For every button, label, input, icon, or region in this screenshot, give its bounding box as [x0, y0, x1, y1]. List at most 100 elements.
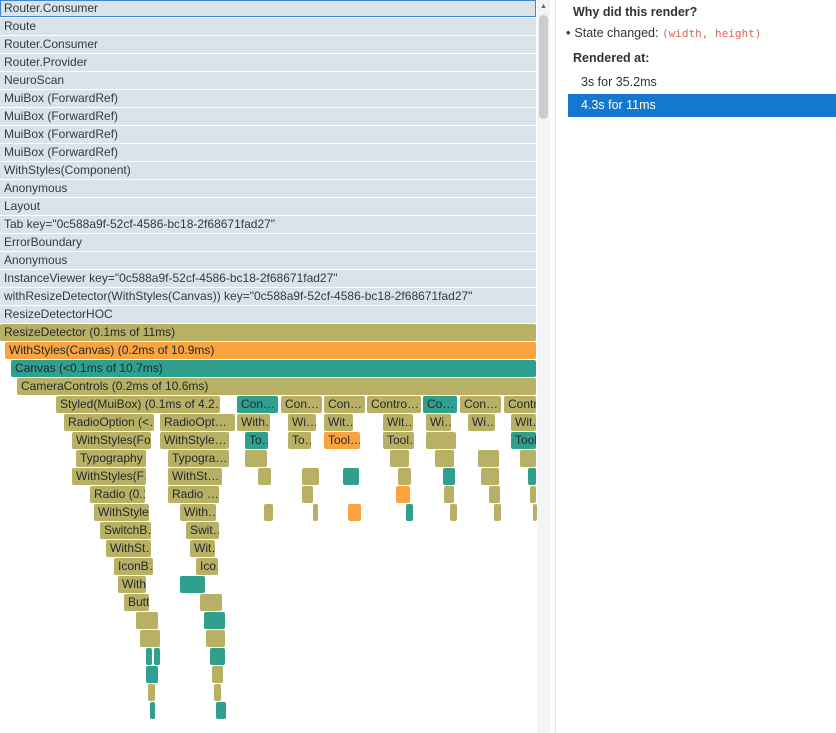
flame-bar[interactable] [216, 702, 226, 719]
flame-bar[interactable] [140, 630, 160, 647]
flame-bar[interactable] [450, 504, 457, 521]
flame-bar[interactable]: With… [237, 414, 270, 431]
flame-bar[interactable] [348, 504, 361, 521]
flame-bar[interactable] [302, 486, 313, 503]
flame-bar[interactable] [210, 648, 225, 665]
flame-bar[interactable] [204, 612, 225, 629]
flame-bar[interactable]: Router.Consumer [0, 0, 536, 17]
flame-bar[interactable]: Typogra… [168, 450, 229, 467]
flame-bar[interactable]: Anonymous [0, 252, 536, 269]
flame-bar[interactable]: RadioOption (<… [64, 414, 154, 431]
flame-bar[interactable]: IconB… [114, 558, 153, 575]
flame-bar[interactable]: Co… [423, 396, 457, 413]
flame-bar[interactable]: WithStyles(Canvas) (0.2ms of 10.9ms) [5, 342, 536, 359]
flame-bar[interactable]: CameraControls (0.2ms of 10.6ms) [17, 378, 536, 395]
flame-bar[interactable] [426, 432, 456, 449]
commit-item[interactable]: 4.3s for 11ms [568, 94, 836, 117]
flame-bar[interactable]: WithStyle… [160, 432, 229, 449]
flame-bar[interactable]: Tool… [511, 432, 536, 449]
flame-bar[interactable] [390, 450, 409, 467]
flame-bar[interactable] [478, 450, 499, 467]
flame-bar[interactable]: Router.Consumer [0, 36, 536, 53]
flame-bar[interactable] [520, 450, 536, 467]
flame-bar[interactable]: Con… [237, 396, 278, 413]
flame-bar[interactable] [146, 666, 158, 683]
flame-bar[interactable]: Radio (0.1… [90, 486, 145, 503]
flame-bar[interactable]: Con… [324, 396, 365, 413]
flame-bar[interactable]: MuiBox (ForwardRef) [0, 126, 536, 143]
flame-bar[interactable]: Tab key="0c588a9f-52cf-4586-bc18-2f68671… [0, 216, 536, 233]
flame-bar[interactable] [494, 504, 501, 521]
flame-bar[interactable] [443, 468, 455, 485]
flame-bar[interactable] [530, 486, 536, 503]
flame-bar[interactable]: withResizeDetector(WithStyles(Canvas)) k… [0, 288, 536, 305]
flame-bar[interactable] [146, 648, 152, 665]
flame-bar[interactable]: Wi… [426, 414, 451, 431]
flame-bar[interactable]: MuiBox (ForwardRef) [0, 144, 536, 161]
flame-bar[interactable]: Wit… [190, 540, 215, 557]
flame-bar[interactable]: WithStyles(F… [72, 468, 146, 485]
flame-bar[interactable]: Layout [0, 198, 536, 215]
flame-bar[interactable] [313, 504, 318, 521]
flame-bar[interactable]: Typography (… [76, 450, 146, 467]
flame-bar[interactable]: WithStyles(For… [72, 432, 151, 449]
flame-bar[interactable]: Contr… [504, 396, 536, 413]
flame-bar[interactable]: Wit… [324, 414, 353, 431]
flame-bar[interactable] [406, 504, 413, 521]
flame-bar[interactable]: With… [118, 576, 146, 593]
flame-bar[interactable]: WithSt… [168, 468, 222, 485]
flame-bar[interactable] [148, 684, 155, 701]
flame-bar[interactable] [136, 612, 158, 629]
scrollbar-thumb[interactable] [539, 15, 548, 119]
flame-bar[interactable] [180, 576, 205, 593]
flame-bar[interactable]: Canvas (<0.1ms of 10.7ms) [11, 360, 536, 377]
flame-bar[interactable]: Wit… [511, 414, 536, 431]
flame-bar[interactable]: Wi… [288, 414, 316, 431]
flame-bar[interactable] [444, 486, 454, 503]
flame-bar[interactable] [398, 468, 411, 485]
flame-bar[interactable] [212, 666, 223, 683]
flame-bar[interactable]: WithStyles(Component) [0, 162, 536, 179]
flame-bar[interactable]: Router.Provider [0, 54, 536, 71]
flame-bar[interactable]: Tool… [324, 432, 360, 449]
vertical-scrollbar[interactable]: ▲ [537, 0, 550, 733]
flame-bar[interactable] [258, 468, 271, 485]
flame-bar[interactable]: MuiBox (ForwardRef) [0, 90, 536, 107]
flame-bar[interactable]: NeuroScan [0, 72, 536, 89]
flame-bar[interactable]: SwitchB… [100, 522, 151, 539]
flame-bar[interactable]: Con… [281, 396, 322, 413]
flame-bar[interactable] [396, 486, 410, 503]
flame-bar[interactable] [214, 684, 221, 701]
flame-bar[interactable]: ErrorBoundary [0, 234, 536, 251]
flame-bar[interactable]: RadioOpt… [160, 414, 235, 431]
flame-bar[interactable]: Route [0, 18, 536, 35]
flame-bar[interactable]: Radio … [168, 486, 219, 503]
flame-bar[interactable]: Con… [460, 396, 501, 413]
flame-bar[interactable]: With… [180, 504, 216, 521]
flame-bar[interactable]: MuiBox (ForwardRef) [0, 108, 536, 125]
flame-bar[interactable] [302, 468, 319, 485]
flame-bar[interactable] [481, 468, 499, 485]
flame-bar[interactable]: WithSt… [106, 540, 151, 557]
flame-bar[interactable]: WithStyle… [94, 504, 149, 521]
scroll-up-icon[interactable]: ▲ [540, 3, 547, 10]
flame-bar[interactable]: Wi… [468, 414, 495, 431]
flame-bar[interactable] [264, 504, 273, 521]
flame-bar[interactable]: Contro… [367, 396, 421, 413]
flame-bar[interactable] [245, 450, 267, 467]
flame-bar[interactable]: Tool… [383, 432, 414, 449]
commit-item[interactable]: 3s for 35.2ms [581, 75, 657, 89]
flame-bar[interactable] [154, 648, 160, 665]
flame-bar[interactable]: Styled(MuiBox) (0.1ms of 4.2… [56, 396, 220, 413]
flame-bar[interactable] [435, 450, 454, 467]
flame-bar[interactable] [528, 468, 536, 485]
flame-bar[interactable] [200, 594, 222, 611]
flame-bar[interactable]: To… [245, 432, 268, 449]
flame-bar[interactable] [533, 504, 537, 521]
flame-bar[interactable]: Wit… [383, 414, 413, 431]
flame-bar[interactable]: ResizeDetector (0.1ms of 11ms) [0, 324, 536, 341]
flame-bar[interactable]: Butt… [124, 594, 149, 611]
flame-bar[interactable]: InstanceViewer key="0c588a9f-52cf-4586-b… [0, 270, 536, 287]
flame-bar[interactable] [489, 486, 500, 503]
flame-bar[interactable]: Anonymous [0, 180, 536, 197]
